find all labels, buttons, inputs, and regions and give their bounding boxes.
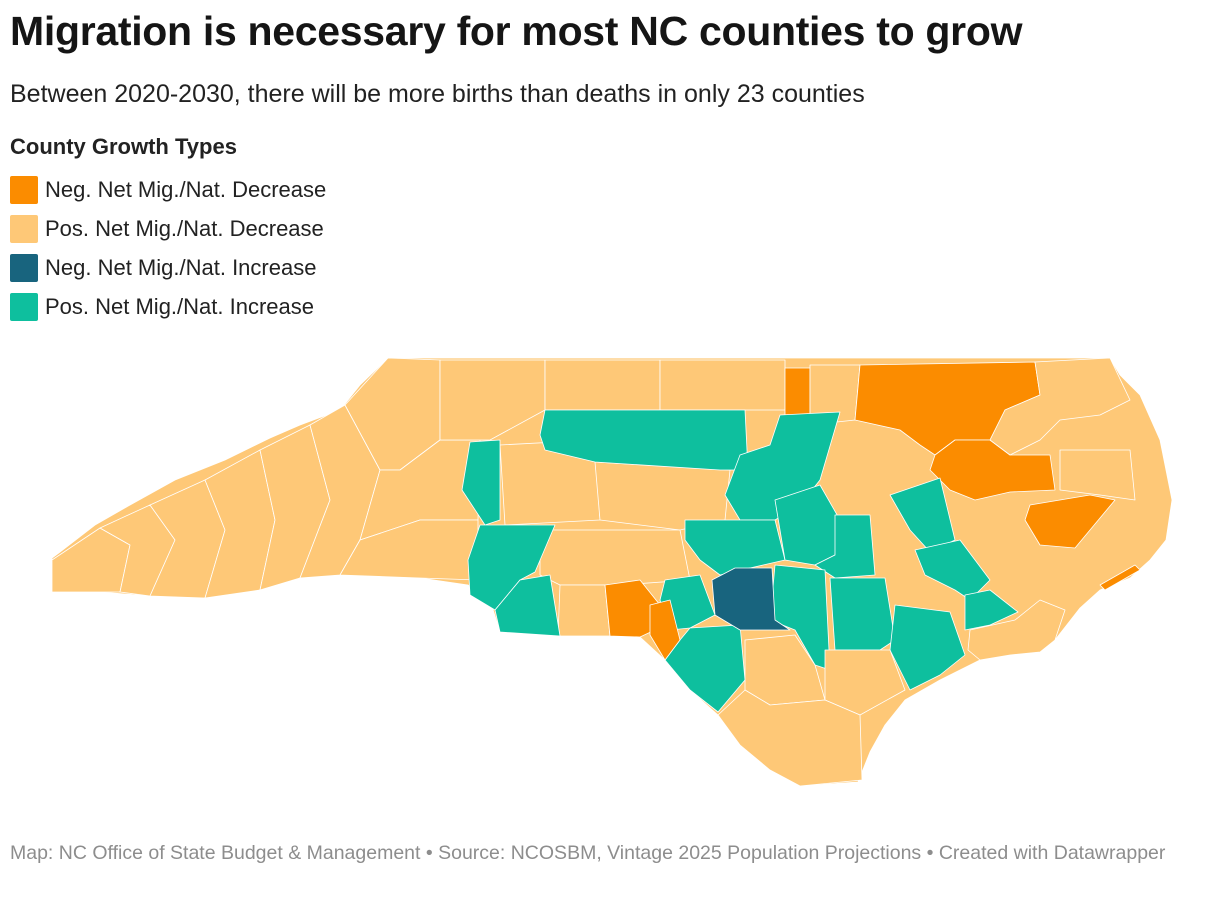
county[interactable] [439, 359, 546, 441]
legend-swatch [10, 292, 38, 321]
county[interactable] [829, 577, 896, 651]
legend-swatch [10, 214, 38, 243]
county[interactable] [717, 689, 863, 787]
county[interactable] [1059, 449, 1136, 501]
legend-item-neg-mig-nat-increase[interactable]: Neg. Net Mig./Nat. Increase [10, 248, 326, 287]
legend: County Growth Types Neg. Net Mig./Nat. D… [10, 134, 326, 326]
county[interactable] [461, 439, 501, 526]
chart-source-note: Map: NC Office of State Budget & Managem… [10, 842, 1166, 864]
county[interactable] [544, 359, 661, 411]
county[interactable] [824, 649, 906, 716]
legend-label: Pos. Net Mig./Nat. Increase [45, 293, 314, 319]
legend-swatch [10, 175, 38, 204]
county[interactable] [1024, 494, 1116, 549]
county[interactable] [539, 409, 749, 471]
county[interactable] [1099, 564, 1141, 591]
county[interactable] [494, 574, 561, 637]
legend-label: Neg. Net Mig./Nat. Increase [45, 254, 317, 280]
legend-label: Pos. Net Mig./Nat. Decrease [45, 215, 324, 241]
legend-item-neg-mig-nat-decrease[interactable]: Neg. Net Mig./Nat. Decrease [10, 170, 326, 209]
chart-subtitle: Between 2020-2030, there will be more bi… [10, 80, 865, 108]
county[interactable] [964, 589, 1019, 631]
legend-title: County Growth Types [10, 134, 237, 159]
county[interactable] [659, 359, 786, 411]
legend-item-pos-mig-nat-decrease[interactable]: Pos. Net Mig./Nat. Decrease [10, 209, 326, 248]
legend-label: Neg. Net Mig./Nat. Decrease [45, 176, 327, 202]
county[interactable] [711, 567, 791, 631]
nc-county-map [51, 357, 1173, 787]
county[interactable] [649, 599, 681, 661]
county[interactable] [539, 529, 691, 586]
county[interactable] [557, 584, 611, 637]
county[interactable] [967, 599, 1066, 661]
chart-title: Migration is necessary for most NC count… [10, 8, 1023, 54]
legend-item-pos-mig-nat-increase[interactable]: Pos. Net Mig./Nat. Increase [10, 287, 326, 326]
county[interactable] [929, 439, 1056, 501]
legend-swatch [10, 253, 38, 282]
county[interactable] [989, 357, 1131, 456]
